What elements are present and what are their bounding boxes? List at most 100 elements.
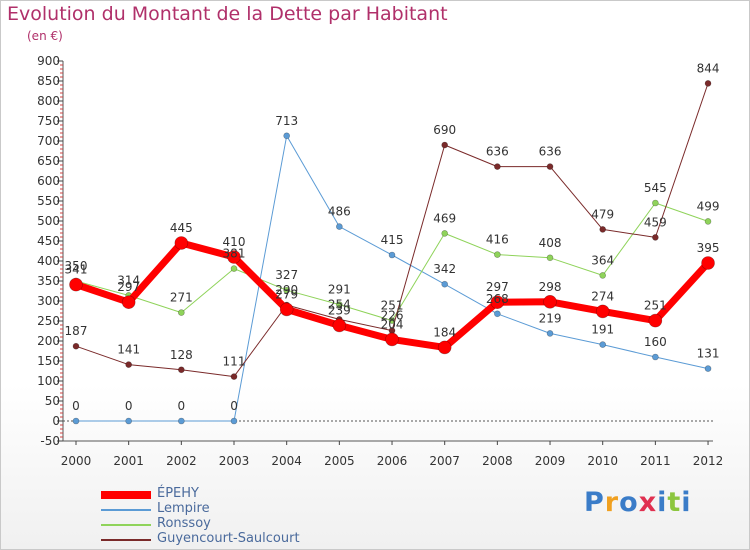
series-0: [69, 236, 715, 355]
data-label: 191: [591, 323, 614, 337]
data-point: [648, 313, 663, 328]
data-point: [336, 301, 343, 308]
legend-swatch: [101, 539, 151, 541]
data-label: 445: [170, 221, 193, 235]
series-line: [75, 135, 709, 422]
data-label: 479: [591, 207, 614, 221]
y-tick-label: 700: [37, 134, 60, 148]
data-point: [490, 295, 505, 310]
data-label: 636: [539, 145, 562, 159]
data-point: [125, 417, 132, 425]
data-point: [178, 309, 185, 316]
data-point: [178, 417, 185, 425]
x-tick-label: 2002: [166, 454, 197, 468]
y-tick-label: 400: [37, 254, 60, 268]
data-label: 268: [486, 292, 509, 306]
legend-label: Lempire: [157, 501, 210, 516]
y-tick-label: -50: [40, 434, 60, 448]
y-tick-label: 750: [37, 114, 60, 128]
logo-letter: i: [681, 487, 692, 518]
data-point: [494, 310, 501, 318]
y-tick-label: 350: [37, 274, 60, 288]
data-label: 342: [433, 262, 456, 276]
data-point: [283, 132, 290, 140]
data-label: 469: [433, 211, 456, 225]
data-label: 364: [591, 253, 614, 267]
data-point: [543, 294, 557, 309]
x-tick-label: 2011: [640, 454, 671, 468]
data-point: [494, 251, 501, 258]
logo-letter: x: [638, 487, 658, 518]
data-label: 226: [381, 309, 404, 323]
data-label: 408: [539, 236, 562, 250]
axes: -50 0 50 100 150 200 250 300 350 400 450 500 550 600 6…: [37, 54, 723, 468]
data-labels: 341 297 445 410 279 239 204 184 297 298 274 251 395 0…: [65, 61, 720, 413]
data-point: [230, 417, 238, 425]
data-label: 415: [381, 233, 404, 247]
x-tick-label: 2001: [113, 454, 144, 468]
data-point: [599, 226, 607, 233]
data-point: [125, 361, 132, 368]
logo-letter: r: [604, 487, 620, 518]
x-tick-label: 2006: [377, 454, 408, 468]
data-label: 381: [223, 247, 246, 261]
y-tick-label: 300: [37, 294, 60, 308]
data-label: 486: [328, 205, 351, 219]
x-tick-label: 2007: [429, 454, 460, 468]
data-point: [72, 342, 80, 350]
y-tick-label: 800: [37, 94, 60, 108]
data-label: 271: [170, 291, 193, 305]
data-label: 0: [178, 399, 186, 413]
data-label: 251: [381, 299, 404, 313]
data-label: 327: [275, 268, 298, 282]
data-point: [174, 236, 189, 250]
data-label: 0: [125, 399, 133, 413]
data-point: [652, 353, 659, 361]
data-point: [385, 332, 399, 347]
data-label: 844: [697, 61, 720, 75]
data-label: 290: [275, 283, 298, 297]
series-layer: [69, 80, 715, 425]
y-tick-label: 100: [37, 374, 60, 388]
data-label: 341: [65, 263, 88, 277]
data-point: [704, 80, 712, 87]
x-tick-label: 2000: [61, 454, 92, 468]
data-label: 545: [644, 181, 667, 195]
data-label: 713: [275, 114, 298, 128]
data-label: 0: [230, 399, 238, 413]
y-tick-label: 500: [37, 214, 60, 228]
data-label: 279: [275, 287, 298, 301]
y-tick-label: 200: [37, 334, 60, 348]
data-label: 128: [170, 348, 193, 362]
data-point: [283, 286, 290, 294]
y-tick-label: 550: [37, 194, 60, 208]
brand-logo: Proxiti: [584, 487, 692, 518]
logo-letter: t: [667, 487, 682, 518]
data-point: [441, 280, 448, 288]
data-point: [388, 251, 396, 259]
x-tick-label: 2008: [482, 454, 513, 468]
data-label: 314: [117, 273, 140, 287]
data-point: [494, 163, 501, 170]
data-label: 291: [328, 283, 351, 297]
data-point: [336, 223, 343, 230]
data-point: [546, 254, 554, 262]
chart-subtitle: (en €): [27, 29, 63, 43]
y-tick-label: 50: [45, 394, 60, 408]
data-label: 274: [591, 289, 614, 303]
data-point: [178, 366, 185, 374]
data-point: [230, 265, 238, 272]
data-point: [595, 304, 610, 319]
data-label: 410: [223, 235, 246, 249]
data-label: 350: [65, 259, 88, 273]
data-point: [701, 256, 715, 270]
data-point: [546, 163, 554, 170]
y-tick-label: 0: [52, 414, 60, 428]
data-label: 219: [539, 311, 562, 325]
legend-swatch: [101, 509, 151, 511]
data-label: 0: [72, 399, 80, 413]
x-tick-label: 2012: [693, 454, 724, 468]
data-label: 459: [644, 215, 667, 229]
